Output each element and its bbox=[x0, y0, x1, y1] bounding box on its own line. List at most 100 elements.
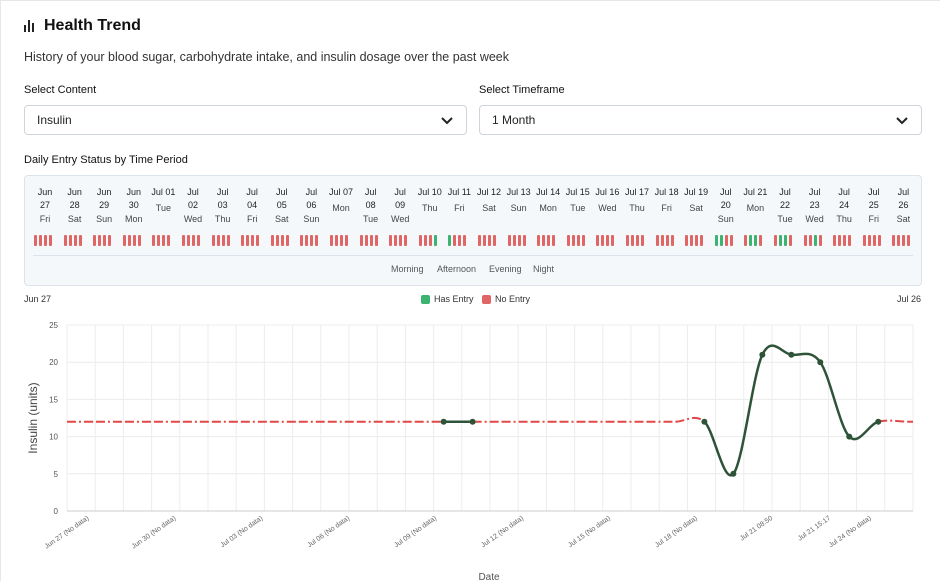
status-day-weekday: Tue bbox=[155, 203, 171, 213]
timeframe-select[interactable]: 1 Month bbox=[479, 105, 922, 135]
status-day: Jul 01 Tue bbox=[149, 186, 177, 213]
entry-mark-none bbox=[73, 235, 77, 246]
status-day-periods bbox=[241, 235, 260, 246]
status-day-date: Jul 15 bbox=[565, 187, 590, 197]
status-day: Jul 08 Tue bbox=[357, 186, 385, 224]
header: Health Trend bbox=[24, 17, 141, 35]
y-tick-label: 25 bbox=[49, 321, 58, 330]
entry-mark-none bbox=[197, 235, 200, 246]
data-point bbox=[469, 418, 476, 425]
chevron-down-icon bbox=[441, 117, 453, 125]
status-day: Jul 25 Fri bbox=[860, 186, 888, 224]
status-day-periods bbox=[359, 235, 378, 246]
status-day: Jul 19 Sat bbox=[682, 186, 710, 213]
status-day-weekday: Sun bbox=[717, 214, 734, 224]
entry-mark-none bbox=[369, 235, 373, 246]
entry-mark-none bbox=[335, 235, 338, 246]
entry-mark-none bbox=[512, 235, 516, 246]
period-night: Night bbox=[533, 264, 555, 274]
entry-mark-none bbox=[182, 235, 185, 246]
entry-mark-none bbox=[315, 235, 319, 246]
entry-mark-none bbox=[251, 235, 255, 246]
data-point bbox=[846, 433, 853, 440]
status-day: Jun 30 Mon bbox=[120, 186, 148, 224]
status-day: Jul 13 Sun bbox=[505, 186, 533, 213]
entry-mark-none bbox=[192, 235, 195, 246]
legend-has-entry: Has Entry bbox=[421, 294, 474, 304]
entry-mark-none bbox=[453, 235, 457, 246]
entry-mark-none bbox=[345, 235, 348, 246]
entry-mark-has bbox=[719, 235, 723, 246]
entry-mark-none bbox=[221, 235, 225, 246]
entry-mark-none bbox=[631, 235, 634, 246]
range-end: Jul 26 bbox=[896, 294, 921, 304]
status-day-weekday: Sat bbox=[275, 214, 289, 224]
status-day-periods bbox=[182, 235, 200, 246]
status-day-periods bbox=[330, 235, 348, 246]
entry-mark-none bbox=[833, 235, 837, 246]
entry-mark-none bbox=[576, 235, 580, 246]
x-axis-label: Date bbox=[478, 572, 500, 582]
status-day-periods bbox=[685, 235, 704, 246]
x-tick-label: Jun 30 (No data) bbox=[131, 515, 178, 551]
entry-mark-none bbox=[808, 235, 812, 246]
data-point bbox=[701, 418, 708, 425]
entry-mark-none bbox=[596, 235, 600, 246]
x-tick-label: Jul 09 (No data) bbox=[393, 515, 438, 549]
status-day-weekday: Fri bbox=[454, 203, 465, 213]
status-day: Jul 23 Wed bbox=[801, 186, 829, 224]
entry-mark-none bbox=[626, 235, 629, 246]
period-afternoon: Afternoon bbox=[437, 264, 477, 274]
timeframe-select-value: 1 Month bbox=[492, 113, 536, 127]
status-day: Jul 05 Sat bbox=[268, 186, 296, 224]
status-day-weekday: Thu bbox=[836, 214, 852, 224]
status-day: Jul 16 Wed bbox=[593, 186, 621, 213]
content-label: Select Content bbox=[24, 84, 97, 96]
status-day-periods bbox=[418, 235, 437, 246]
status-day-weekday: Sun bbox=[510, 203, 527, 213]
series-line-entry bbox=[703, 420, 735, 477]
status-day-periods bbox=[448, 235, 467, 246]
status-day: Jul 21 Mon bbox=[741, 186, 769, 213]
status-day-periods bbox=[122, 235, 141, 246]
entry-mark-none bbox=[340, 235, 343, 246]
entry-mark-none bbox=[724, 235, 728, 246]
entry-mark-none bbox=[364, 235, 368, 246]
entry-mark-none bbox=[275, 235, 279, 246]
insulin-line-chart: 0 5 10 15 20 25 Insulin (units) Date Jun 27 (No … bbox=[26, 321, 914, 582]
data-point bbox=[440, 418, 447, 425]
status-day-date: Jul 12 bbox=[476, 187, 502, 197]
entry-mark-none bbox=[670, 235, 674, 246]
x-tick-label: Jul 12 (No data) bbox=[480, 515, 525, 549]
entry-mark-none bbox=[187, 235, 190, 246]
status-day-weekday: Thu bbox=[422, 203, 438, 213]
status-day: Jul 17 Thu bbox=[623, 186, 651, 213]
divider bbox=[33, 255, 913, 256]
entry-mark-none bbox=[458, 235, 462, 246]
entry-mark-none bbox=[601, 235, 605, 246]
x-tick-label: Jul 03 (No data) bbox=[219, 515, 264, 549]
x-tick-label: Jul 24 (No data) bbox=[828, 515, 873, 549]
entry-mark-none bbox=[246, 235, 250, 246]
status-day-weekday: Mon bbox=[332, 203, 350, 213]
timeframe-label: Select Timeframe bbox=[479, 84, 565, 96]
entry-mark-none bbox=[478, 235, 481, 246]
entry-mark-none bbox=[729, 235, 733, 246]
entry-mark-none bbox=[571, 235, 575, 246]
status-day: Jul 24 Thu bbox=[830, 186, 858, 224]
status-day-periods bbox=[626, 235, 644, 246]
entry-mark-none bbox=[690, 235, 694, 246]
entry-mark-none bbox=[493, 235, 496, 246]
entry-mark-none bbox=[241, 235, 245, 246]
entry-mark-has bbox=[714, 235, 718, 246]
entry-mark-none bbox=[700, 235, 704, 246]
status-day-weekday: Sat bbox=[67, 214, 82, 224]
entry-mark-none bbox=[132, 235, 136, 246]
status-day: Jun 29 Sun bbox=[90, 186, 118, 224]
entry-mark-none bbox=[423, 235, 427, 246]
status-day-weekday: Mon bbox=[125, 214, 143, 224]
content-select[interactable]: Insulin bbox=[24, 105, 467, 135]
status-day: Jul 26 Sat bbox=[889, 186, 917, 224]
x-tick-label: Jul 06 (No data) bbox=[306, 515, 351, 549]
x-tick-label: Jul 21 08:50 bbox=[739, 515, 774, 543]
